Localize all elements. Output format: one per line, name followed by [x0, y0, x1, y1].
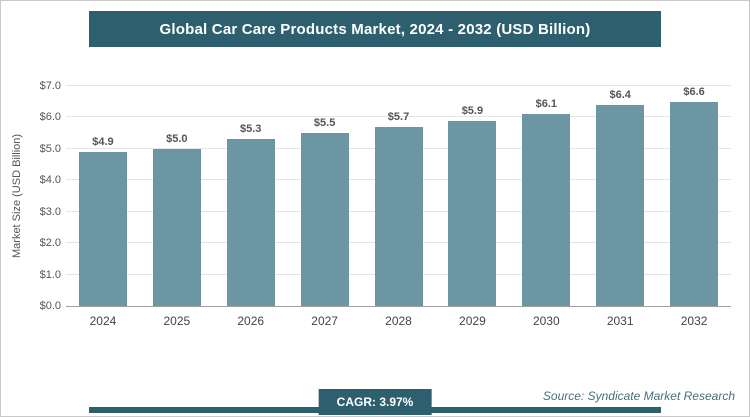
bar-value-label: $5.3 — [240, 123, 262, 136]
bar-slot: $6.4 — [583, 86, 657, 306]
chart-title-band: Global Car Care Products Market, 2024 - … — [89, 11, 661, 47]
bar — [300, 133, 349, 306]
bar-value-label: $4.9 — [92, 136, 114, 148]
bar-value-label: $5.0 — [166, 132, 188, 145]
y-tick-label: $2.0 — [39, 237, 61, 250]
chart-title: Global Car Care Products Market, 2024 - … — [159, 20, 591, 38]
x-axis-label: 2029 — [459, 314, 486, 328]
plot-area: $4.9 $5.0 $5.3 $5.5 $5.7 $5.9 $6.1 $6.4 $6.6 — [66, 85, 731, 307]
bar-value-label: $5.5 — [313, 117, 336, 130]
y-tick-label: $7.0 — [39, 80, 61, 92]
x-axis-label: 2026 — [237, 314, 265, 328]
bar — [374, 126, 423, 306]
bar — [152, 148, 201, 306]
source-attribution: Source: Syndicate Market Research — [542, 389, 735, 403]
bars: $4.9 $5.0 $5.3 $5.5 $5.7 $5.9 $6.1 $6.4 $6.6 — [66, 86, 731, 306]
bar-slot: $6.6 — [657, 86, 731, 306]
y-ticks: $0.0 $1.0 $2.0 $3.0 $4.0 $5.0 $6.0 $7.0 — [21, 80, 61, 312]
bar — [226, 139, 275, 306]
bar-value-label: $5.9 — [461, 104, 484, 117]
bar-slot: $5.7 — [362, 86, 436, 306]
bar-slot: $5.9 — [435, 86, 509, 306]
bar — [522, 114, 571, 306]
x-axis-label: 2027 — [311, 314, 338, 328]
bar-value-label: $6.6 — [683, 86, 705, 98]
bar — [670, 102, 719, 306]
bar-slot: $5.0 — [140, 86, 214, 306]
y-tick-label: $4.0 — [39, 174, 61, 187]
x-labels: 2024 2025 2026 2027 2028 2029 2030 2031 2032 — [66, 314, 731, 328]
x-axis-label: 2032 — [680, 314, 708, 328]
y-tick-label: $1.0 — [39, 268, 61, 281]
bar-slot: $5.3 — [214, 86, 288, 306]
y-tick-label: $0.0 — [39, 300, 61, 312]
bar-value-label: $5.7 — [387, 110, 410, 123]
bar-value-label: $6.1 — [535, 98, 557, 111]
x-axis-label: 2028 — [385, 314, 412, 328]
y-tick-label: $3.0 — [39, 205, 61, 218]
bar — [78, 152, 127, 306]
bar-slot: $6.1 — [509, 86, 583, 306]
x-axis-label: 2030 — [532, 314, 560, 328]
y-tick-label: $6.0 — [39, 111, 61, 124]
gridline — [66, 85, 731, 86]
x-axis-label: 2025 — [163, 314, 191, 328]
bar — [596, 104, 645, 306]
x-axis-label: 2024 — [89, 314, 117, 328]
cagr-badge: CAGR: 3.97% — [318, 389, 432, 415]
bar — [448, 120, 497, 306]
x-axis-label: 2031 — [606, 314, 634, 328]
bar-slot: $4.9 — [66, 86, 140, 306]
gridline — [66, 116, 731, 118]
y-tick-label: $5.0 — [39, 142, 61, 155]
bar-slot: $5.5 — [288, 86, 362, 306]
bar-value-label: $6.4 — [609, 88, 631, 101]
